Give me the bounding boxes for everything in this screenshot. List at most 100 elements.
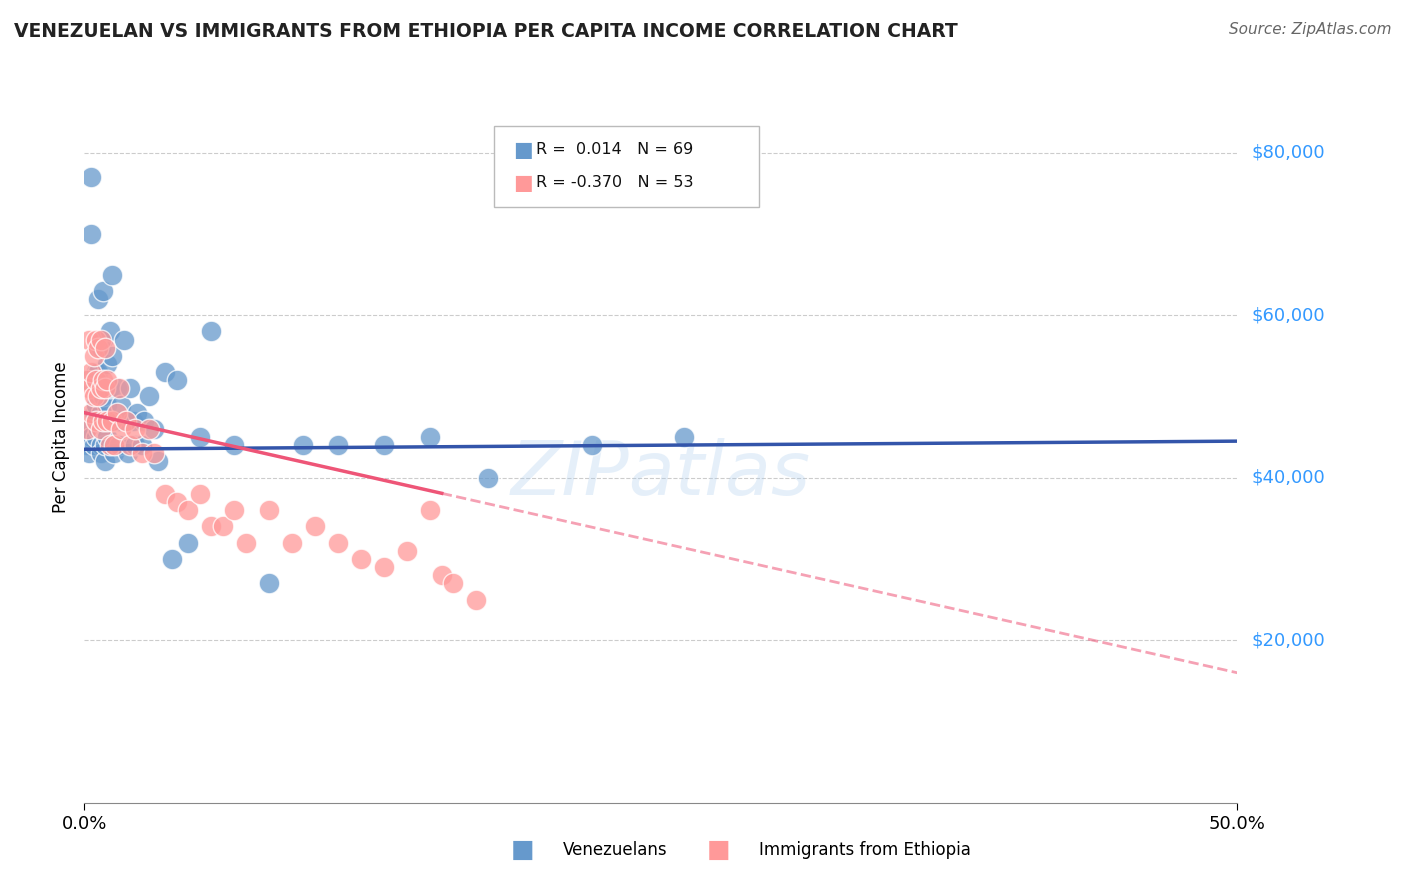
Point (419, 430, 441, 444)
Point (124, 438, 146, 452)
Point (138, 389, 160, 403)
Point (127, 406, 149, 420)
Point (94, 341, 117, 355)
Point (188, 487, 211, 501)
Point (91, 373, 114, 387)
Point (166, 373, 188, 387)
Point (87, 422, 110, 436)
Point (177, 503, 200, 517)
Point (103, 414, 125, 428)
Text: Immigrants from Ethiopia: Immigrants from Ethiopia (759, 841, 970, 859)
Point (87, 341, 110, 355)
Point (419, 503, 441, 517)
Point (87, 389, 110, 403)
Point (91, 333, 114, 347)
Point (80, 169, 103, 184)
Point (115, 414, 138, 428)
Point (83, 349, 105, 363)
Point (76, 373, 98, 387)
Point (87, 341, 110, 355)
Point (87, 292, 110, 306)
Point (281, 535, 304, 549)
Point (84, 365, 107, 379)
Point (166, 495, 188, 509)
Point (134, 414, 156, 428)
Point (124, 422, 146, 436)
Point (80, 430, 103, 444)
Point (96, 357, 118, 371)
Point (83, 389, 105, 403)
Point (105, 406, 128, 420)
Text: ■: ■ (510, 838, 534, 863)
Point (257, 576, 280, 591)
Point (441, 576, 464, 591)
Point (115, 414, 138, 428)
Point (200, 325, 222, 339)
Point (153, 365, 176, 379)
Point (373, 560, 395, 574)
Point (257, 503, 280, 517)
Point (89, 438, 111, 452)
Point (84, 398, 107, 412)
Point (211, 519, 233, 533)
Point (465, 592, 488, 607)
Point (94, 438, 117, 452)
Text: ZIPatlas: ZIPatlas (510, 438, 811, 509)
Point (98, 438, 121, 452)
Text: $80,000: $80,000 (1251, 144, 1324, 161)
FancyBboxPatch shape (494, 127, 759, 207)
Point (91, 414, 114, 428)
Point (77, 446, 100, 460)
Point (91, 389, 114, 403)
Text: Venezuelans: Venezuelans (562, 841, 668, 859)
Text: ■: ■ (513, 140, 533, 160)
Point (120, 381, 142, 395)
Point (96, 430, 118, 444)
Text: R =  0.014   N = 69: R = 0.014 N = 69 (536, 142, 693, 157)
Point (110, 398, 132, 412)
Point (224, 503, 246, 517)
Point (96, 414, 118, 428)
Point (105, 381, 128, 395)
Point (91, 284, 114, 298)
Point (112, 333, 135, 347)
Y-axis label: Per Capita Income: Per Capita Income (52, 361, 70, 513)
Point (94, 454, 117, 468)
Point (581, 438, 603, 452)
Point (396, 544, 419, 558)
Point (96, 373, 118, 387)
Point (76, 438, 98, 452)
Text: R = -0.370   N = 53: R = -0.370 N = 53 (536, 175, 693, 190)
Point (326, 438, 349, 452)
Point (98, 381, 121, 395)
Point (108, 438, 131, 452)
Point (304, 519, 326, 533)
Text: $40,000: $40,000 (1251, 468, 1324, 487)
Point (89, 341, 111, 355)
Point (103, 446, 125, 460)
Text: ■: ■ (513, 172, 533, 193)
Point (80, 227, 103, 241)
Text: $20,000: $20,000 (1251, 632, 1324, 649)
Point (83, 406, 105, 420)
Point (142, 446, 165, 460)
Point (89, 381, 111, 395)
Point (153, 487, 176, 501)
Point (108, 381, 131, 395)
Point (94, 381, 117, 395)
Point (89, 333, 111, 347)
Point (103, 438, 125, 452)
Point (131, 438, 153, 452)
Point (326, 535, 349, 549)
Point (84, 333, 107, 347)
Text: ■: ■ (707, 838, 730, 863)
Text: VENEZUELAN VS IMMIGRANTS FROM ETHIOPIA PER CAPITA INCOME CORRELATION CHART: VENEZUELAN VS IMMIGRANTS FROM ETHIOPIA P… (14, 22, 957, 41)
Point (235, 535, 257, 549)
Point (117, 446, 139, 460)
Point (77, 333, 100, 347)
Point (84, 373, 107, 387)
Point (83, 438, 105, 452)
Point (350, 552, 373, 566)
Point (224, 438, 246, 452)
Point (138, 422, 160, 436)
